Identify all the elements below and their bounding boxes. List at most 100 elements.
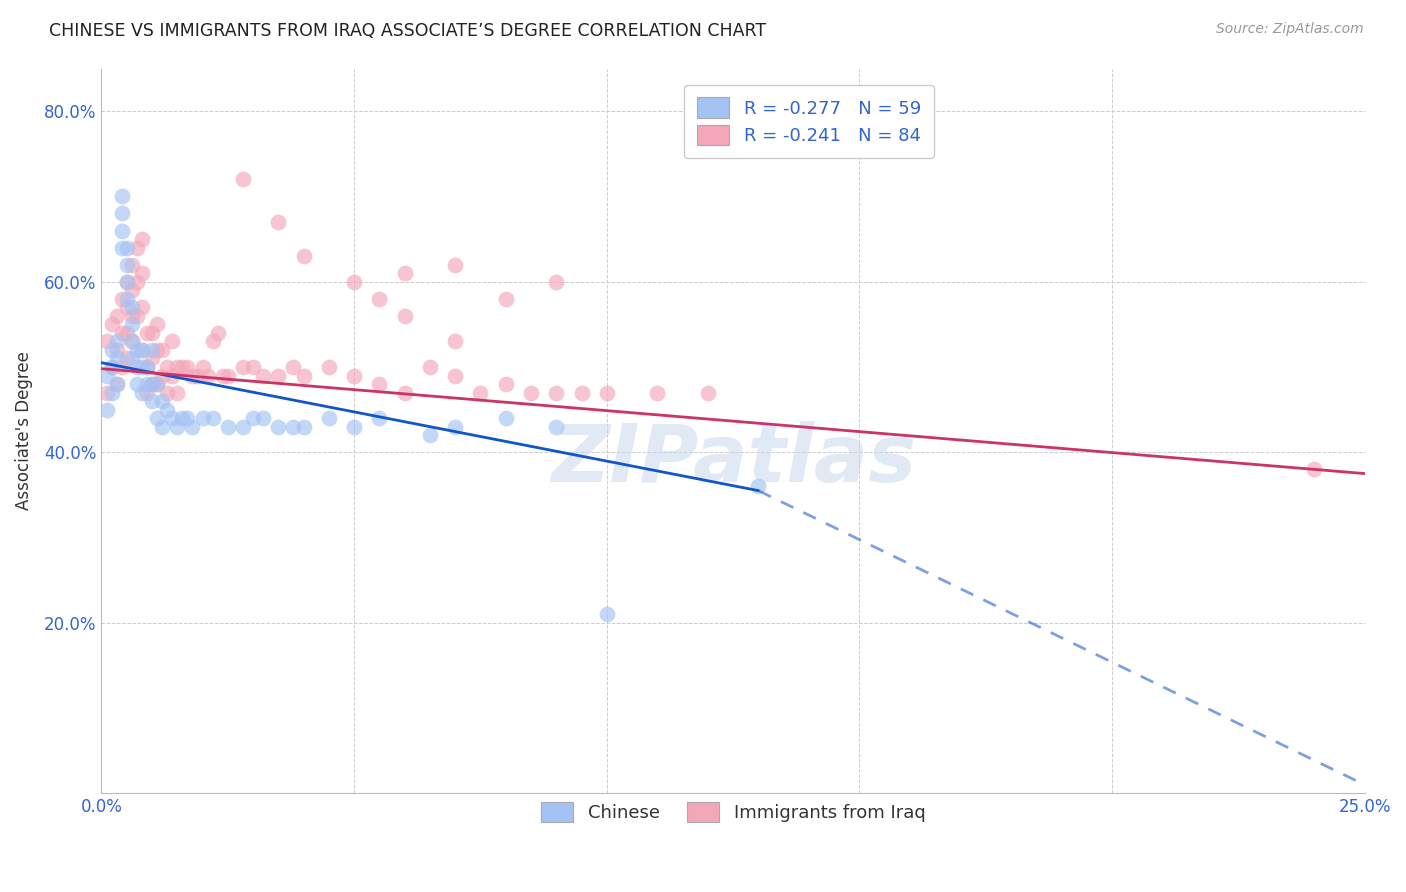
Point xyxy=(343,368,366,383)
Point xyxy=(111,223,134,237)
Point xyxy=(419,359,441,374)
Point xyxy=(394,309,416,323)
Point xyxy=(495,377,517,392)
Point xyxy=(166,385,188,400)
Point xyxy=(141,377,163,392)
Point xyxy=(115,351,138,366)
Point xyxy=(368,411,391,425)
Point xyxy=(343,275,366,289)
Point xyxy=(131,343,153,357)
Point xyxy=(121,309,143,323)
Point xyxy=(470,385,492,400)
Point xyxy=(131,359,153,374)
Point xyxy=(111,326,134,340)
Point xyxy=(115,275,138,289)
Point xyxy=(292,249,315,263)
Point xyxy=(176,411,198,425)
Point xyxy=(125,275,148,289)
Point xyxy=(283,419,305,434)
Point xyxy=(105,334,128,349)
Text: ZIPatlas: ZIPatlas xyxy=(551,421,915,499)
Point xyxy=(267,419,290,434)
Point xyxy=(150,394,173,409)
Point xyxy=(160,368,183,383)
Point xyxy=(207,326,229,340)
Y-axis label: Associate's Degree: Associate's Degree xyxy=(15,351,32,510)
Point xyxy=(105,351,128,366)
Point xyxy=(146,377,169,392)
Point xyxy=(111,359,134,374)
Point xyxy=(150,368,173,383)
Point xyxy=(444,334,467,349)
Point xyxy=(100,343,122,357)
Point xyxy=(121,318,143,332)
Point xyxy=(292,368,315,383)
Point xyxy=(181,368,204,383)
Point xyxy=(166,359,188,374)
Point xyxy=(115,241,138,255)
Point xyxy=(121,351,143,366)
Point xyxy=(141,377,163,392)
Legend: Chinese, Immigrants from Iraq: Chinese, Immigrants from Iraq xyxy=(529,789,938,835)
Point xyxy=(647,385,669,400)
Point xyxy=(232,359,254,374)
Point xyxy=(211,368,233,383)
Point xyxy=(131,266,153,280)
Point xyxy=(146,377,169,392)
Point xyxy=(394,385,416,400)
Point xyxy=(546,275,568,289)
Point xyxy=(105,377,128,392)
Point xyxy=(166,419,188,434)
Point xyxy=(136,377,159,392)
Point xyxy=(115,292,138,306)
Point xyxy=(172,359,194,374)
Point xyxy=(267,215,290,229)
Point xyxy=(201,411,224,425)
Point xyxy=(156,385,179,400)
Point xyxy=(191,359,214,374)
Point xyxy=(160,334,183,349)
Point xyxy=(419,428,441,442)
Point xyxy=(368,292,391,306)
Point xyxy=(292,419,315,434)
Point xyxy=(318,359,340,374)
Point xyxy=(105,343,128,357)
Point xyxy=(131,385,153,400)
Point xyxy=(136,359,159,374)
Point xyxy=(546,385,568,400)
Point xyxy=(201,334,224,349)
Point xyxy=(115,275,138,289)
Point xyxy=(100,359,122,374)
Point xyxy=(242,359,264,374)
Point xyxy=(121,334,143,349)
Point xyxy=(176,359,198,374)
Point xyxy=(444,258,467,272)
Point xyxy=(131,232,153,246)
Point xyxy=(172,411,194,425)
Point xyxy=(121,300,143,314)
Point xyxy=(242,411,264,425)
Point xyxy=(125,343,148,357)
Text: Source: ZipAtlas.com: Source: ZipAtlas.com xyxy=(1216,22,1364,37)
Point xyxy=(100,385,122,400)
Point xyxy=(444,419,467,434)
Point xyxy=(105,377,128,392)
Point xyxy=(318,411,340,425)
Point xyxy=(571,385,593,400)
Point xyxy=(444,368,467,383)
Point xyxy=(125,377,148,392)
Point xyxy=(191,411,214,425)
Point xyxy=(596,385,619,400)
Point xyxy=(696,385,718,400)
Point xyxy=(217,368,239,383)
Point xyxy=(131,343,153,357)
Point xyxy=(121,258,143,272)
Point xyxy=(368,377,391,392)
Point xyxy=(267,368,290,383)
Point xyxy=(115,300,138,314)
Point xyxy=(96,334,118,349)
Point xyxy=(125,309,148,323)
Point xyxy=(96,385,118,400)
Point xyxy=(111,189,134,203)
Point xyxy=(156,402,179,417)
